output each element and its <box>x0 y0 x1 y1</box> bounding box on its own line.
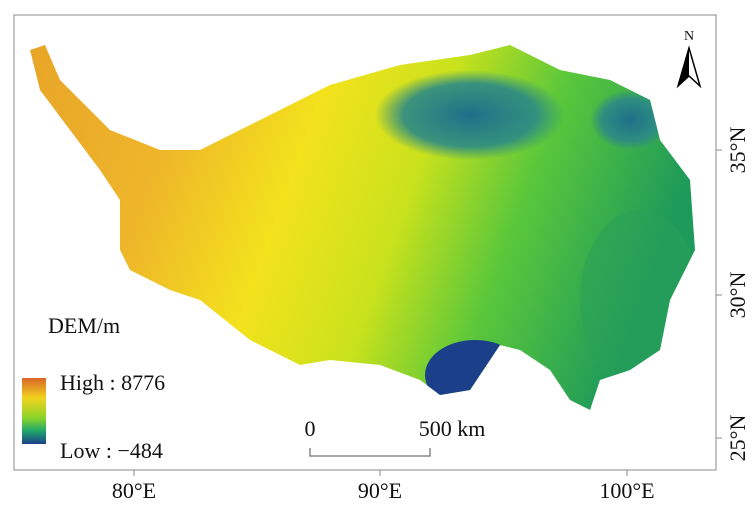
x-tick-label: 80°E <box>112 478 156 503</box>
legend-title: DEM/m <box>48 313 120 338</box>
y-tick-label: 30°N <box>725 272 750 319</box>
page: {"map": { "north_label": "N", "legend": … <box>0 0 752 506</box>
legend: DEM/m High : 8776 Low : −484 <box>22 313 165 463</box>
y-tick-label: 25°N <box>725 415 750 462</box>
scale-end: 500 km <box>419 416 486 441</box>
map-figure: N 80°E 90°E 100°E 35°N 30°N 25°N DEM/m H… <box>0 0 752 506</box>
y-tick-label: 35°N <box>725 127 750 174</box>
scale-bar: 0 500 km <box>305 416 486 456</box>
scale-start: 0 <box>305 416 316 441</box>
north-label: N <box>684 29 694 44</box>
north-arrow: N <box>678 29 700 86</box>
legend-colorbar <box>22 378 46 444</box>
x-tick-label: 90°E <box>358 478 402 503</box>
legend-high: High : 8776 <box>60 370 165 395</box>
plateau-dem <box>20 40 710 420</box>
legend-low: Low : −484 <box>60 438 163 463</box>
x-tick-label: 100°E <box>599 478 654 503</box>
